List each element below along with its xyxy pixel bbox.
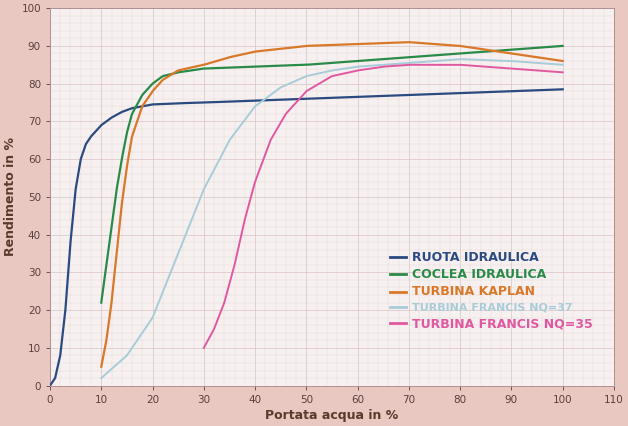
Legend: RUOTA IDRAULICA, COCLEA IDRAULICA, TURBINA KAPLAN, TURBINA FRANCIS NQ=37, TURBIN: RUOTA IDRAULICA, COCLEA IDRAULICA, TURBI… — [385, 246, 597, 335]
Y-axis label: Rendimento in %: Rendimento in % — [4, 138, 17, 256]
X-axis label: Portata acqua in %: Portata acqua in % — [266, 409, 399, 422]
